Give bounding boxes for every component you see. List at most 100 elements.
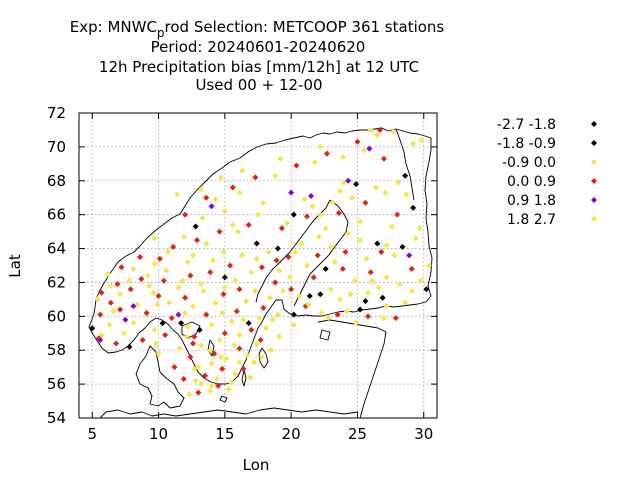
y-axis-label: Lat [6,254,24,278]
station-point-series-2 [117,291,124,298]
legend-label: 0.9 1.8 [507,193,556,209]
station-point-series-1 [253,240,260,247]
station-point-series-3 [323,150,330,157]
station-markers [89,126,433,398]
station-point-series-2 [152,340,159,347]
station-point-series-3 [191,333,198,340]
station-point-series-5 [220,248,227,255]
station-point-series-2 [197,281,204,288]
station-point-series-3 [97,311,104,318]
station-point-series-3 [227,262,234,269]
station-point-series-5 [236,359,243,366]
station-point-series-2 [412,235,419,242]
station-point-series-5 [212,196,219,203]
station-point-series-3 [380,155,387,162]
coastline-bornholm [219,395,228,403]
station-point-series-5 [144,272,151,279]
station-point-series-3 [288,286,295,293]
station-point-series-2 [208,360,215,367]
y-tick-label: 72 [47,104,66,122]
station-point-series-3 [394,211,401,218]
station-point-series-5 [317,211,324,218]
station-point-series-2 [339,154,346,161]
y-tick-label: 60 [47,307,66,325]
station-point-series-2 [175,284,182,291]
station-point-series-5 [272,172,279,179]
station-point-series-3 [408,265,415,272]
station-point-series-2 [402,299,409,306]
station-point-series-2 [176,345,183,352]
station-point-series-5 [151,235,158,242]
station-point-series-2 [121,330,128,337]
station-point-series-5 [155,350,162,357]
station-point-series-3 [114,281,121,288]
legend: -2.7 -1.8 -1.8 -0.9 -0.9 0.0 0.0 0.9 0.9 1.8… [497,117,597,228]
station-point-series-3 [257,337,264,344]
station-point-series-3 [195,389,202,396]
station-point-series-5 [200,287,207,294]
station-point-series-2 [318,309,325,316]
station-point-series-2 [383,303,390,310]
station-point-series-5 [182,309,189,316]
station-point-series-4 [308,193,315,200]
x-tick-label: 20 [282,425,301,443]
station-point-series-3 [136,254,143,261]
station-point-series-5 [179,277,186,284]
station-point-series-2 [94,296,101,303]
station-point-series-3 [194,237,201,244]
station-point-series-5 [258,354,265,360]
station-point-series-2 [232,370,239,377]
station-point-series-3 [162,331,169,338]
station-point-series-3 [143,309,150,316]
station-point-series-3 [339,265,346,272]
legend-marker [591,121,597,127]
station-point-series-5 [301,196,308,203]
station-point-series-3 [240,365,247,372]
station-point-series-2 [248,269,255,276]
station-point-series-3 [98,289,105,296]
station-point-series-5 [192,377,199,384]
station-point-series-5 [231,342,238,349]
station-point-series-2 [361,147,368,154]
station-point-series-3 [354,138,361,145]
station-point-series-3 [190,340,197,347]
station-point-series-5 [247,374,254,381]
station-point-series-3 [376,126,383,133]
y-tick-label: 70 [47,138,66,156]
station-point-series-5 [219,309,226,316]
station-point-series-3 [203,194,210,201]
station-point-series-4 [288,189,295,196]
station-point-series-2 [236,331,243,338]
station-point-series-3 [278,225,285,232]
station-point-series-3 [233,308,240,315]
chart-title: Exp: MNWCprod Selection: METCOOP 361 sta… [70,18,445,94]
station-point-series-1 [322,265,329,272]
station-point-series-2 [184,259,191,266]
coastline-map [88,127,433,419]
station-point-series-3 [211,350,218,357]
station-point-series-2 [347,291,354,298]
station-point-series-3 [182,211,189,218]
station-point-series-2 [315,233,322,240]
station-point-series-5 [208,382,215,389]
coastline-continent [99,407,359,419]
station-point-series-2 [239,167,246,174]
station-point-series-1 [374,240,381,247]
station-point-series-5 [374,132,381,139]
station-point-series-2 [266,294,273,301]
y-tick-label: 58 [47,341,66,359]
station-point-series-3 [201,372,208,379]
station-point-series-2 [426,262,433,269]
station-point-series-3 [138,276,145,283]
station-point-series-2 [388,223,395,230]
station-point-series-2 [296,293,303,299]
station-point-series-3 [362,199,369,206]
station-point-series-5 [395,179,402,186]
station-point-series-2 [322,225,329,232]
station-point-series-2 [235,228,242,235]
station-point-series-2 [221,208,228,215]
coastline-oland [241,369,247,387]
station-point-series-5 [163,267,170,274]
station-point-series-2 [151,326,158,333]
station-point-series-2 [228,318,235,325]
